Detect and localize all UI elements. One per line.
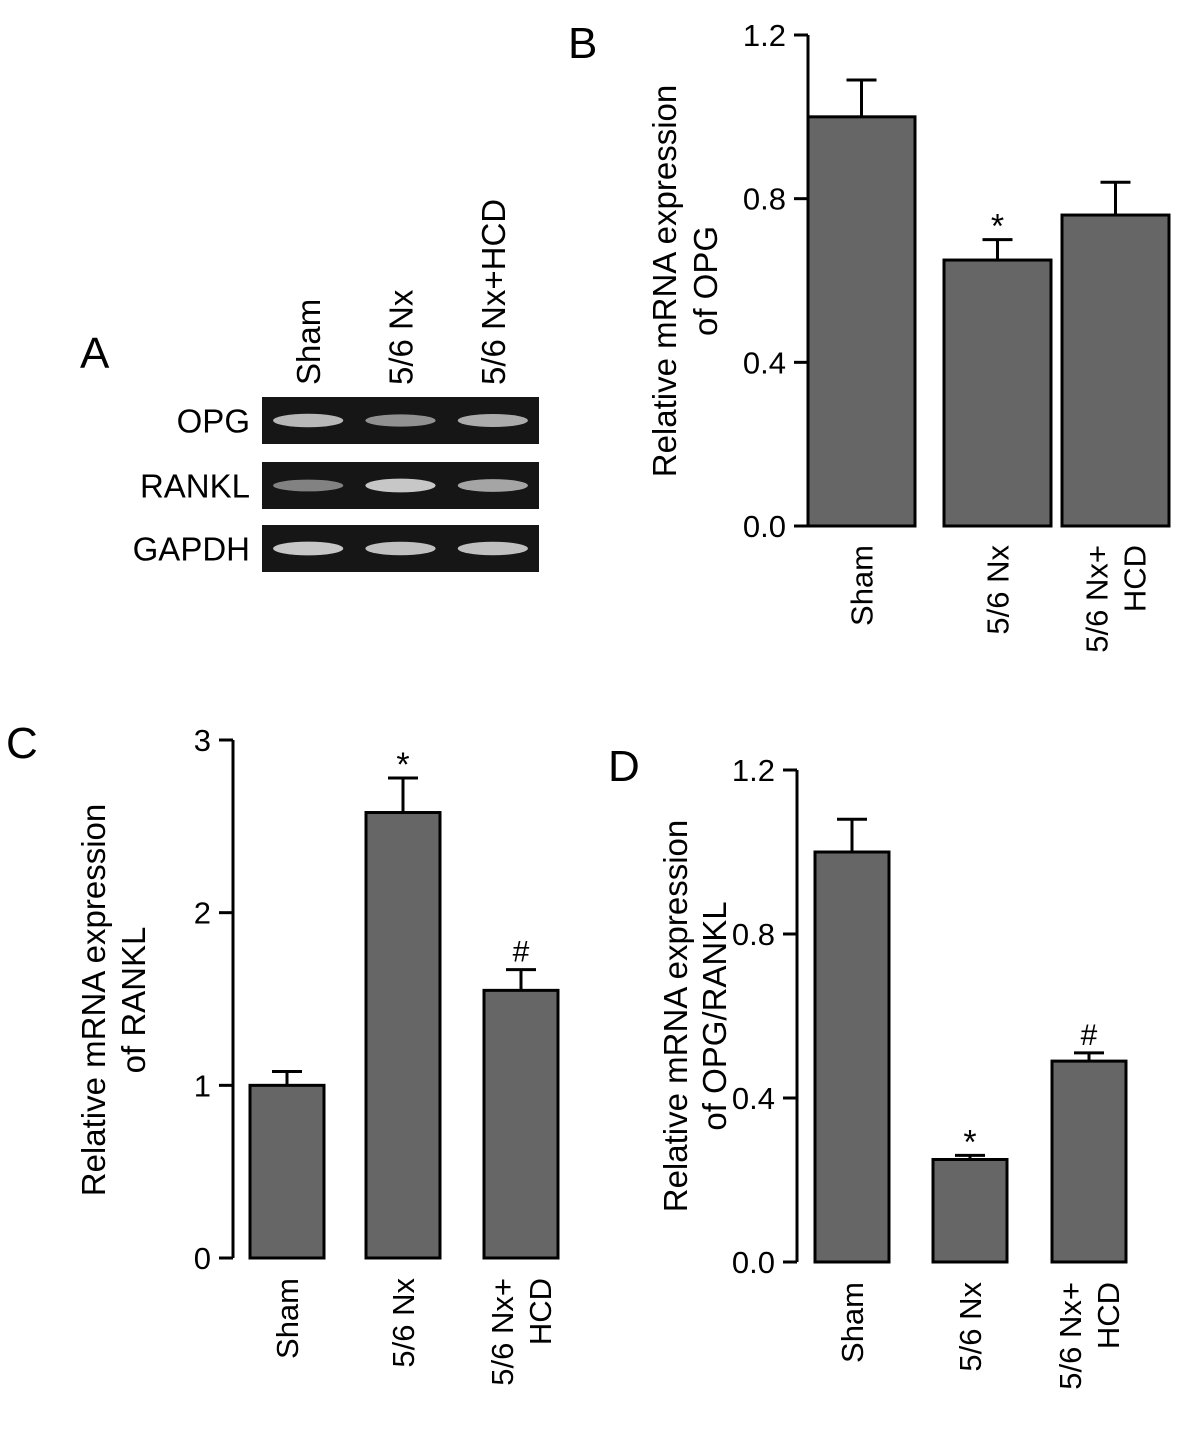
gel-band [273, 413, 344, 428]
bar [931, 1158, 1009, 1264]
gel-band [365, 541, 436, 556]
y-tick-label: 3 [194, 723, 211, 758]
x-category-label: 5/6 Nx+ [1080, 545, 1115, 653]
y-axis-label: Relative mRNA expression [646, 85, 683, 478]
x-category-label: 5/6 Nx [981, 545, 1016, 635]
y-axis-label: of RANKL [115, 927, 152, 1074]
gel-row-label: OPG [177, 403, 250, 440]
y-tick-label: 0 [194, 1241, 211, 1276]
bar [1050, 1059, 1128, 1264]
panel-label-b: B [568, 19, 597, 68]
y-axis-label: Relative mRNA expression [75, 804, 112, 1197]
bar-chart-rankl: * #0 1 2 3 Relative mRNA expression of RANKL Sh… [75, 723, 560, 1386]
significance-marker: # [1081, 1019, 1098, 1052]
bar [806, 115, 917, 528]
x-category-label: Sham [835, 1282, 870, 1363]
y-axis-label: of OPG [687, 226, 724, 336]
gel-band [457, 541, 528, 556]
y-tick-label: 1.2 [743, 18, 786, 53]
x-category-label: Sham [845, 545, 880, 626]
bar-chart-opg-rankl-ratio: * #0.0 0.4 0.8 1.2 Relative mRNA expression of… [657, 753, 1128, 1390]
y-tick-label: 0.0 [743, 509, 786, 544]
x-category-label: HCD [523, 1278, 558, 1345]
y-tick-label: 1.2 [732, 753, 775, 788]
x-category-label: 5/6 Nx+ [485, 1278, 520, 1386]
significance-marker: * [991, 208, 1004, 246]
y-tick-label: 0.4 [732, 1081, 775, 1116]
y-tick-label: 1 [194, 1068, 211, 1103]
x-category-label: HCD [1091, 1282, 1126, 1349]
gel-band [365, 414, 436, 427]
gel-row-label: GAPDH [133, 531, 250, 568]
gel-lane-label: 5/6 Nx [383, 289, 420, 385]
x-category-label: 5/6 Nx [386, 1278, 421, 1368]
x-category-label: 5/6 Nx [953, 1282, 988, 1372]
y-tick-label: 0.0 [732, 1245, 775, 1280]
bar [813, 850, 891, 1264]
panel-label-a: A [80, 329, 110, 378]
bar-chart-opg: * 0.0 0.4 0.8 1.2 Relative mRNA expression of … [646, 18, 1171, 653]
y-tick-label: 0.4 [743, 345, 786, 380]
significance-marker: # [513, 936, 530, 969]
significance-marker: * [963, 1123, 976, 1161]
gel-lane-label: Sham [290, 299, 327, 385]
bar [248, 1083, 326, 1260]
bar [1060, 213, 1171, 528]
gel-lane-label: 5/6 Nx+HCD [475, 199, 512, 385]
gel-band [273, 541, 344, 556]
y-tick-label: 2 [194, 896, 211, 931]
gel-row-label: RANKL [140, 468, 250, 505]
gel-band [365, 478, 436, 493]
y-axis-label: Relative mRNA expression [657, 820, 694, 1213]
x-category-label: 5/6 Nx+ [1053, 1282, 1088, 1390]
bar [482, 988, 560, 1260]
panel-label-c: C [6, 719, 38, 768]
bar [364, 811, 442, 1260]
gel-band [273, 479, 344, 492]
gel-band [457, 414, 528, 427]
significance-marker: * [396, 746, 409, 784]
y-axis-label: of OPG/RANKL [696, 901, 733, 1130]
y-tick-label: 0.8 [743, 182, 786, 217]
x-category-label: Sham [270, 1278, 305, 1359]
y-tick-label: 0.8 [732, 917, 775, 952]
gel-band [457, 479, 528, 492]
x-category-label: HCD [1118, 545, 1153, 612]
panel-label-d: D [608, 742, 640, 791]
gel-image: Sham 5/6 Nx 5/6 Nx+HCD OPG RANKL GAPDH [133, 199, 539, 572]
bar [942, 258, 1053, 528]
